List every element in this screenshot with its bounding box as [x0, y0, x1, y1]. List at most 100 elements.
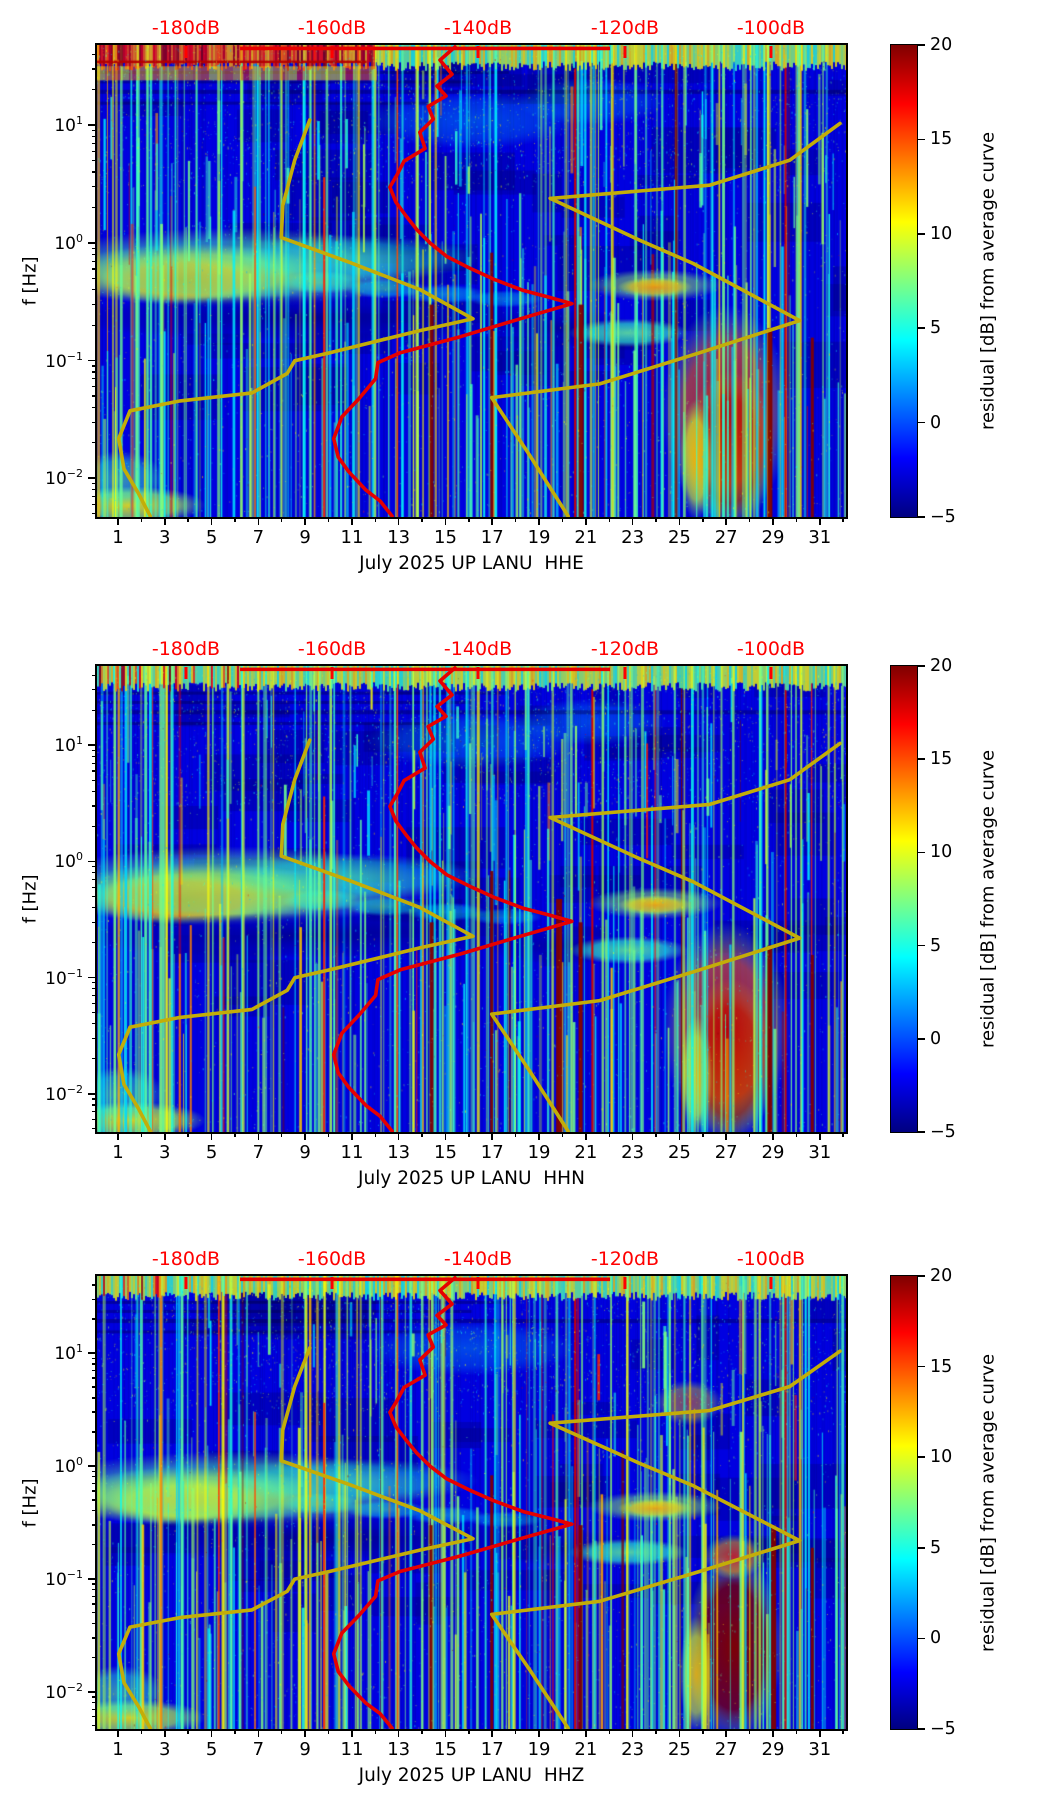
- y-minor-tick: [92, 503, 97, 505]
- x-tick-label: 13: [387, 1142, 411, 1163]
- y-minor-tick: [92, 1490, 97, 1492]
- y-tick-label: 10−1: [45, 349, 83, 372]
- y-tick-label: 101: [54, 114, 83, 137]
- y-minor-tick: [92, 247, 97, 249]
- y-major-tick: [88, 860, 97, 863]
- colorbar-tick-label: 5: [930, 935, 942, 956]
- y-minor-tick: [92, 1058, 97, 1060]
- y-minor-tick: [92, 1363, 97, 1365]
- x-minor-tick: [748, 517, 751, 522]
- average-psd-curve: [331, 1276, 574, 1729]
- x-major-tick: [117, 1132, 119, 1140]
- x-tick-label: 3: [159, 1739, 171, 1760]
- y-tick-label: 101: [54, 1342, 83, 1364]
- colorbar-tick: [918, 851, 925, 854]
- x-tick-label: 15: [434, 527, 457, 548]
- x-tick-label: 11: [340, 1739, 364, 1760]
- colorbar-tick: [918, 1456, 925, 1459]
- colorbar: [889, 43, 918, 518]
- y-minor-tick: [92, 1708, 97, 1710]
- low-noise-model-curve: [116, 118, 475, 517]
- y-minor-tick: [92, 762, 97, 764]
- top-db-label: -100dB: [736, 638, 806, 660]
- colorbar-tick-label: 10: [930, 223, 953, 244]
- x-minor-tick: [795, 1132, 798, 1137]
- x-tick-label: 15: [434, 1142, 457, 1163]
- x-minor-tick: [795, 1729, 798, 1734]
- x-minor-tick: [561, 1132, 564, 1137]
- colorbar-tick: [918, 1275, 925, 1277]
- spectrogram-plot: [95, 1274, 848, 1731]
- x-major-tick: [818, 1132, 821, 1140]
- y-tick-label: 100: [54, 232, 83, 254]
- y-tick-label: 10−1: [45, 966, 83, 989]
- x-major-tick: [725, 1729, 727, 1737]
- colorbar-tick-label: 15: [930, 749, 953, 770]
- x-tick-label: 1: [112, 527, 124, 548]
- x-minor-tick: [702, 1132, 704, 1137]
- y-minor-tick: [92, 1397, 97, 1399]
- y-minor-tick: [92, 1623, 97, 1625]
- y-major-tick: [88, 1352, 97, 1354]
- x-tick-label: 27: [714, 527, 738, 548]
- colorbar-tick: [918, 1037, 925, 1040]
- y-minor-tick: [92, 378, 97, 380]
- x-tick-label: 19: [527, 527, 551, 548]
- x-tick-label: 29: [761, 1739, 785, 1760]
- x-tick-label: 11: [340, 1142, 364, 1163]
- x-major-tick: [818, 517, 821, 525]
- x-minor-tick: [234, 1132, 236, 1137]
- colorbar-tick: [918, 758, 925, 761]
- x-major-tick: [304, 1729, 306, 1737]
- y-minor-tick: [92, 406, 97, 408]
- y-minor-tick: [92, 1411, 97, 1413]
- x-major-tick: [585, 517, 587, 525]
- y-major-tick: [88, 744, 97, 747]
- curve-overlay: [116, 666, 842, 1132]
- x-minor-tick: [421, 1729, 423, 1734]
- y-minor-tick: [92, 489, 97, 491]
- top-db-label: -100dB: [736, 1248, 806, 1270]
- x-minor-tick: [514, 1729, 517, 1734]
- y-minor-tick: [92, 303, 97, 306]
- x-tick-label: 3: [159, 1142, 171, 1163]
- x-tick-label: 21: [574, 1739, 598, 1760]
- y-major-tick: [88, 242, 97, 244]
- x-tick-label: 7: [252, 527, 265, 548]
- colorbar-tick-label: −5: [930, 1719, 956, 1739]
- x-minor-tick: [187, 1729, 189, 1734]
- x-major-tick: [678, 517, 681, 525]
- y-minor-tick: [92, 1716, 97, 1718]
- x-axis-title: July 2025 UP LANU HHZ: [358, 1765, 585, 1786]
- x-major-tick: [538, 517, 540, 525]
- y-minor-tick: [92, 1637, 97, 1639]
- x-tick-label: 9: [299, 1142, 311, 1163]
- y-minor-tick: [92, 395, 97, 397]
- x-minor-tick: [281, 517, 283, 522]
- y-minor-tick: [92, 1470, 97, 1472]
- x-minor-tick: [468, 517, 470, 522]
- y-minor-tick: [92, 872, 97, 874]
- x-major-tick: [117, 1729, 119, 1737]
- y-minor-tick: [92, 1023, 97, 1025]
- y-minor-tick: [92, 878, 97, 880]
- colorbar-tick-label: 20: [930, 1266, 953, 1286]
- x-major-tick: [585, 1729, 587, 1737]
- x-major-tick: [304, 517, 306, 525]
- spectrogram-plot: [95, 664, 848, 1134]
- colorbar-tick: [918, 138, 925, 141]
- y-minor-tick: [92, 1499, 97, 1501]
- x-tick-label: 21: [574, 527, 598, 548]
- x-tick-label: 15: [434, 1739, 457, 1760]
- y-minor-tick: [92, 1544, 97, 1546]
- spectrogram-image: [97, 1276, 846, 1729]
- x-major-tick: [631, 1132, 634, 1140]
- y-minor-tick: [92, 53, 97, 55]
- y-minor-tick: [92, 1696, 97, 1698]
- y-minor-tick: [92, 136, 97, 138]
- x-minor-tick: [374, 1132, 377, 1137]
- x-tick-label: 1: [112, 1739, 124, 1760]
- x-major-tick: [491, 1132, 494, 1140]
- top-db-label: -100dB: [736, 17, 806, 39]
